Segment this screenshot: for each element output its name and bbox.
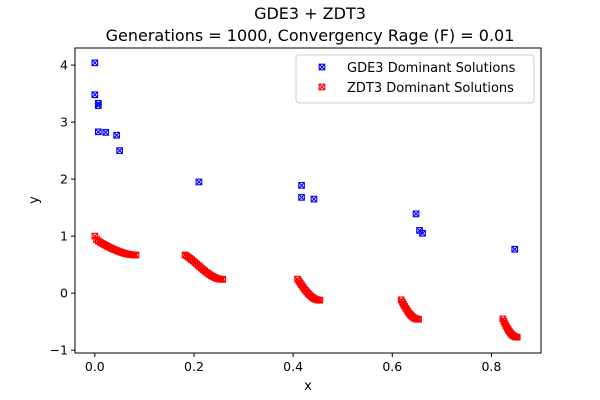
legend-marker-zdt3-glyph	[318, 83, 326, 91]
gde3-point	[116, 147, 123, 154]
x-axis-label: x	[304, 379, 312, 394]
x-tick-label: 0.0	[85, 359, 105, 374]
gde3-point	[113, 131, 120, 139]
y-tick-label: 2	[60, 172, 68, 187]
y-tick-label: 3	[60, 115, 68, 130]
plot-marks	[91, 59, 521, 341]
axes-ticks: 0.0 0.2 0.4 0.6 0.8 −1 0 1 2 3 4	[50, 58, 502, 374]
gde3-point	[298, 194, 305, 201]
zdt3-point	[316, 296, 324, 304]
zdt3-point	[219, 275, 227, 283]
gde3-point	[310, 195, 318, 203]
gde3-point	[195, 178, 203, 186]
chart-title: GDE3 + ZDT3	[254, 4, 366, 23]
y-tick-label: 1	[60, 229, 68, 244]
legend-label-gde3: GDE3 Dominant Solutions	[347, 61, 516, 76]
zdt3-point	[415, 315, 422, 323]
gde3-point	[94, 102, 102, 109]
y-tick-label: 0	[60, 286, 68, 301]
y-tick-label: −1	[50, 343, 68, 358]
y-axis-label: y	[27, 196, 42, 204]
legend-label-zdt3: ZDT3 Dominant Solutions	[347, 81, 514, 96]
legend-box	[295, 54, 535, 104]
zdt3-point	[513, 333, 521, 341]
legend-marker-gde3-glyph	[318, 63, 326, 71]
series-gde3	[91, 59, 519, 253]
legend-marker-gde3	[318, 63, 326, 71]
gde3-point	[91, 59, 99, 67]
legend-marker-zdt3	[318, 83, 326, 91]
gde3-point	[412, 210, 420, 218]
gde3-point	[298, 182, 305, 189]
legend: GDE3 Dominant Solutions ZDT3 Dominant So…	[295, 54, 535, 104]
chart-subtitle: Generations = 1000, Convergency Rage (F)…	[106, 26, 515, 45]
gde3-point	[94, 128, 102, 136]
y-tick-label: 4	[60, 58, 68, 73]
x-tick-label: 0.2	[184, 359, 204, 374]
x-tick-label: 0.6	[382, 359, 402, 374]
zdt3-point	[132, 251, 140, 259]
gde3-point	[91, 91, 99, 99]
gde3-point	[102, 129, 110, 136]
x-tick-label: 0.8	[481, 359, 501, 374]
plot-frame	[74, 47, 542, 354]
gde3-point	[511, 245, 519, 253]
gde3-point	[419, 229, 426, 237]
series-zdt3	[91, 232, 521, 341]
x-tick-label: 0.4	[283, 359, 303, 374]
